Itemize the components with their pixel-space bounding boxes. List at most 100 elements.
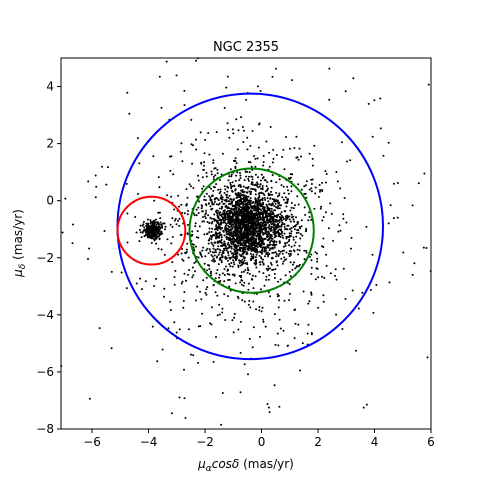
data-point: [182, 300, 185, 302]
data-point: [294, 267, 297, 270]
data-point: [236, 210, 239, 213]
data-point: [308, 216, 311, 218]
data-point: [203, 195, 206, 198]
data-point: [233, 225, 235, 228]
data-point: [245, 253, 248, 256]
data-point: [297, 253, 299, 256]
data-point: [232, 331, 235, 334]
data-point: [247, 178, 250, 180]
data-point: [149, 219, 152, 222]
data-point: [257, 243, 260, 246]
data-point: [163, 287, 166, 290]
data-point: [272, 244, 275, 246]
data-point: [156, 360, 159, 363]
data-point: [236, 148, 239, 151]
data-point: [305, 251, 308, 254]
data-point: [306, 332, 309, 335]
data-point: [262, 164, 265, 167]
data-point: [277, 229, 280, 232]
data-point: [235, 216, 238, 219]
data-point: [224, 219, 226, 222]
data-point: [210, 208, 213, 211]
data-point: [337, 230, 340, 233]
data-point: [295, 135, 298, 138]
data-point: [181, 160, 184, 163]
data-point: [282, 249, 285, 252]
data-point: [234, 211, 237, 214]
data-point: [229, 220, 232, 223]
data-point: [255, 239, 257, 242]
data-point: [192, 144, 194, 147]
data-point: [288, 228, 291, 231]
data-point: [190, 353, 192, 356]
data-point: [271, 198, 274, 201]
data-point: [262, 219, 265, 222]
data-point: [126, 91, 129, 94]
data-point: [262, 320, 265, 323]
data-point: [182, 259, 185, 262]
data-point: [297, 183, 300, 186]
data-point: [227, 237, 230, 240]
data-point: [186, 196, 189, 199]
data-point: [243, 281, 246, 284]
data-point: [286, 198, 289, 201]
data-point: [233, 207, 236, 210]
data-point: [349, 159, 352, 162]
data-point: [213, 213, 216, 216]
data-point: [234, 231, 237, 234]
data-point: [224, 209, 226, 212]
data-point: [307, 219, 310, 222]
data-point: [288, 299, 290, 302]
data-point: [279, 236, 282, 238]
data-point: [261, 222, 264, 225]
data-point: [276, 195, 279, 198]
data-point: [243, 233, 246, 236]
data-point: [218, 303, 221, 306]
data-point: [361, 291, 364, 294]
data-point: [264, 237, 267, 240]
data-point: [239, 281, 242, 284]
data-point: [230, 207, 233, 210]
data-point: [289, 209, 292, 212]
data-point: [208, 153, 211, 156]
data-point: [231, 319, 234, 322]
data-point: [289, 275, 292, 278]
data-point: [329, 202, 332, 205]
data-point: [264, 230, 267, 233]
data-point: [229, 203, 232, 205]
x-tick-label: 4: [371, 435, 379, 449]
data-point: [253, 215, 256, 218]
data-point: [215, 232, 218, 235]
data-point: [257, 186, 260, 189]
data-point: [186, 273, 189, 276]
data-point: [282, 260, 285, 263]
data-point: [269, 197, 272, 200]
data-point: [216, 214, 219, 217]
data-point: [223, 274, 226, 276]
data-point: [219, 211, 222, 214]
data-point: [273, 236, 276, 239]
x-tick-label: −2: [196, 435, 214, 449]
data-point: [254, 260, 257, 263]
data-point: [166, 238, 169, 241]
data-point: [173, 283, 176, 286]
data-point: [157, 211, 160, 214]
data-point: [201, 176, 204, 179]
data-point: [275, 252, 278, 255]
data-point: [427, 83, 430, 86]
data-point: [223, 199, 226, 202]
data-point: [197, 179, 200, 182]
data-point: [187, 256, 190, 259]
data-point: [246, 271, 249, 274]
data-point: [205, 209, 208, 212]
data-point: [205, 293, 208, 296]
data-point: [201, 187, 204, 190]
data-point: [322, 237, 325, 240]
data-point: [217, 263, 220, 266]
data-point: [239, 184, 242, 187]
data-point: [229, 168, 232, 171]
data-point: [186, 242, 189, 245]
data-point: [314, 192, 317, 195]
data-point: [310, 259, 313, 262]
data-point: [165, 60, 168, 63]
